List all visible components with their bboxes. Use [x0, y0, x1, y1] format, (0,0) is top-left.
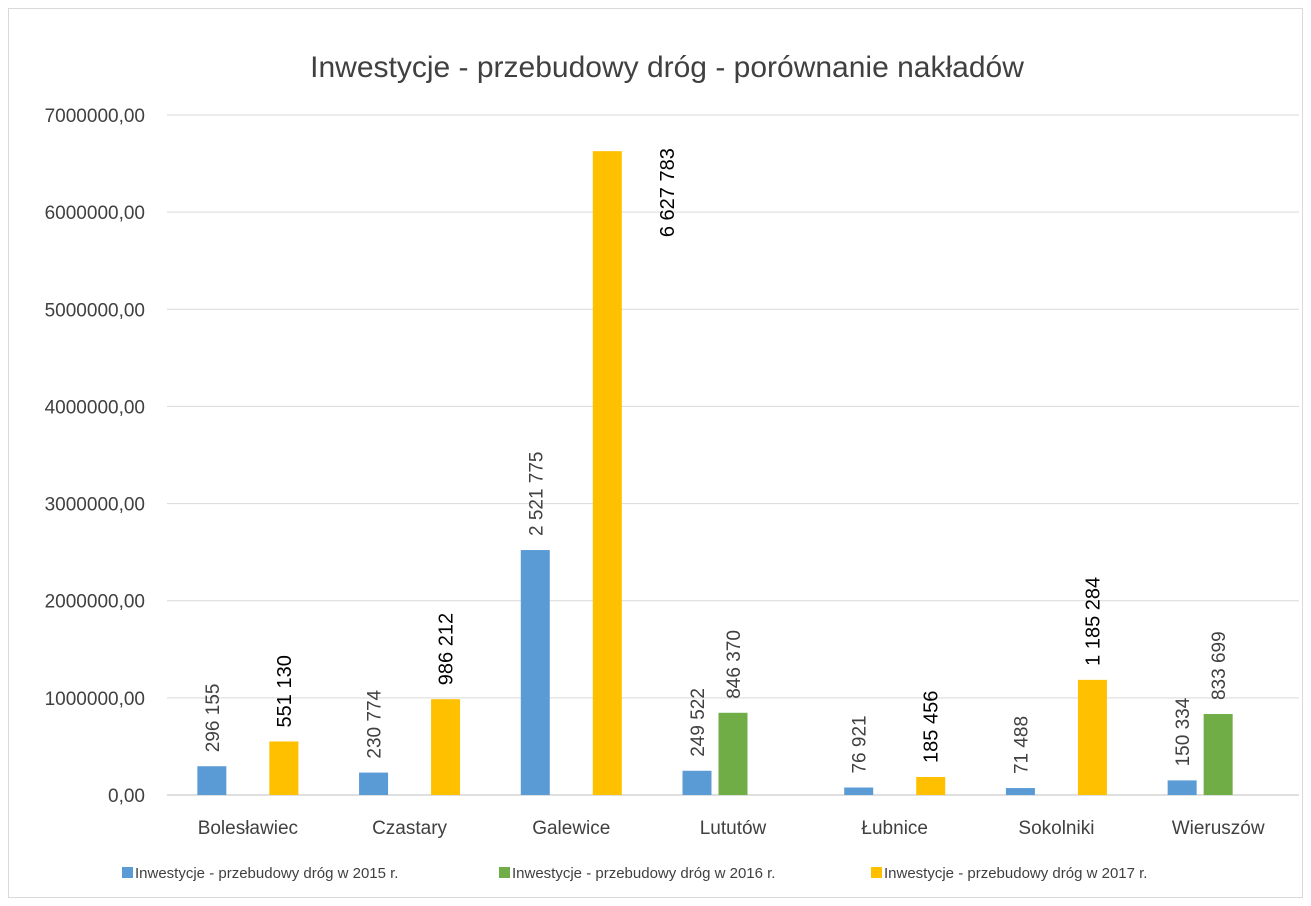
data-label: 986 212 [436, 613, 458, 685]
legend-label: Inwestycje - przebudowy dróg w 2016 r. [512, 865, 775, 882]
y-tick-label: 4000000,00 [45, 397, 145, 418]
legend-swatch [499, 867, 510, 878]
legend-label: Inwestycje - przebudowy dróg w 2017 r. [884, 865, 1147, 882]
bar [1167, 780, 1197, 795]
x-tick-label: Galewice [532, 818, 610, 839]
legend-label: Inwestycje - przebudowy dróg w 2015 r. [135, 865, 398, 882]
bar [269, 741, 299, 795]
data-label: 230 774 [365, 689, 386, 758]
bar [916, 776, 946, 795]
y-axis: 0,00 1000000,00 2000000,00 3000000,00 400000… [45, 106, 145, 807]
y-tick-label: 3000000,00 [45, 495, 145, 516]
x-tick-label: Wieruszów [1172, 818, 1265, 839]
bar [682, 770, 712, 795]
bar [1077, 679, 1107, 795]
bar [718, 712, 748, 795]
bar [1005, 788, 1035, 795]
bar [431, 699, 461, 795]
data-labels: 296 155 551 130 230 774 986 212 2 521 775 6 6… [203, 148, 1230, 774]
x-axis: Bolesławiec Czastary Galewice Lututów Łubnic… [198, 818, 1265, 839]
legend-swatch [122, 867, 133, 878]
bars [197, 151, 1233, 796]
data-label: 846 370 [724, 630, 745, 699]
bar [592, 151, 622, 796]
x-tick-label: Lututów [700, 818, 767, 839]
y-tick-label: 2000000,00 [45, 592, 145, 613]
x-tick-label: Sokolniki [1018, 818, 1094, 839]
bar [359, 772, 389, 795]
data-label: 185 456 [921, 691, 943, 763]
data-label: 2 521 775 [526, 451, 547, 536]
data-label: 76 921 [850, 715, 871, 773]
data-label: 249 522 [688, 688, 709, 757]
chart-title: Inwestycje - przebudowy dróg - porównani… [310, 51, 1024, 84]
bar [520, 550, 550, 795]
bar [844, 787, 874, 795]
data-label: 150 334 [1173, 697, 1194, 766]
bar [197, 766, 227, 795]
x-tick-label: Czastary [372, 818, 447, 839]
chart-frame: Inwestycje - przebudowy dróg - porównani… [8, 8, 1303, 898]
data-label: 71 488 [1011, 716, 1032, 774]
bar [1203, 714, 1233, 795]
legend: Inwestycje - przebudowy dróg w 2015 r. In… [122, 865, 1147, 882]
data-label: 551 130 [274, 655, 296, 727]
y-tick-label: 1000000,00 [45, 689, 145, 710]
x-tick-label: Bolesławiec [198, 818, 298, 839]
chart-svg: Inwestycje - przebudowy dróg - porównani… [45, 51, 1299, 882]
y-tick-label: 6000000,00 [45, 203, 145, 224]
y-tick-label: 0,00 [108, 786, 145, 807]
y-tick-label: 5000000,00 [45, 300, 145, 321]
data-label: 1 185 284 [1082, 577, 1104, 666]
legend-swatch [871, 867, 882, 878]
data-label: 6 627 783 [657, 148, 679, 237]
data-label: 296 155 [203, 684, 224, 753]
y-tick-label: 7000000,00 [45, 106, 145, 127]
x-tick-label: Łubnice [861, 818, 928, 839]
data-label: 833 699 [1209, 631, 1230, 700]
gridlines [167, 114, 1299, 796]
